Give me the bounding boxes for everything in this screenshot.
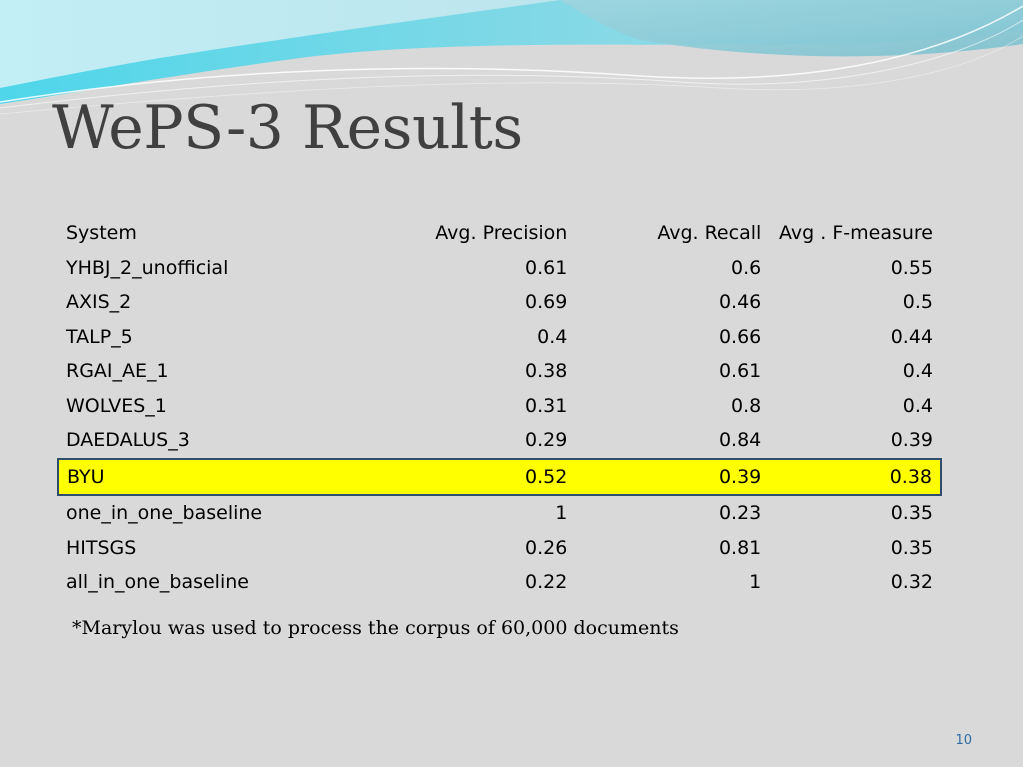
table-row: one_in_one_baseline 1 0.23 0.35 xyxy=(58,495,941,531)
cell-fmeasure: 0.32 xyxy=(890,571,933,594)
cell-recall: 0.6 xyxy=(731,256,762,279)
cell-precision: 0.29 xyxy=(525,429,568,452)
table-row: YHBJ_2_unofficial 0.61 0.6 0.55 xyxy=(58,251,941,286)
cell-recall: 0.46 xyxy=(718,291,762,314)
cell-system: TALP_5 xyxy=(66,325,133,348)
header-avg-fmeasure: Avg . F-measure xyxy=(779,222,933,245)
cell-recall: 0.84 xyxy=(718,429,762,452)
table-header-row: System Avg. Precision Avg. Recall Avg . … xyxy=(58,216,941,251)
cell-fmeasure: 0.4 xyxy=(902,360,933,383)
cell-recall: 1 xyxy=(749,571,762,594)
cell-recall: 0.81 xyxy=(718,536,762,559)
cell-fmeasure: 0.39 xyxy=(890,429,933,452)
cell-system: RGAI_AE_1 xyxy=(66,360,169,383)
cell-recall: 0.8 xyxy=(731,394,762,417)
cell-precision: 1 xyxy=(555,502,568,525)
cell-system: WOLVES_1 xyxy=(66,394,167,417)
cell-precision: 0.38 xyxy=(525,360,568,383)
cell-system: AXIS_2 xyxy=(66,291,132,314)
cell-system: one_in_one_baseline xyxy=(66,502,263,525)
cell-precision: 0.52 xyxy=(386,457,576,496)
table-row: WOLVES_1 0.31 0.8 0.4 xyxy=(58,389,941,424)
cell-system: DAEDALUS_3 xyxy=(66,429,190,452)
cell-recall: 0.61 xyxy=(718,360,762,383)
cell-fmeasure: 0.55 xyxy=(890,256,933,279)
cell-precision: 0.4 xyxy=(537,325,568,348)
table-row: all_in_one_baseline 0.22 1 0.32 xyxy=(58,565,941,600)
cell-recall: 0.23 xyxy=(718,502,762,525)
cell-fmeasure: 0.35 xyxy=(890,536,933,559)
header-avg-precision: Avg. Precision xyxy=(435,222,568,245)
table-row-highlighted-byu: BYU 0.52 0.39 0.38 xyxy=(56,457,942,496)
results-table: System Avg. Precision Avg. Recall Avg . … xyxy=(56,216,942,600)
cell-system: YHBJ_2_unofficial xyxy=(66,256,229,279)
table-row: DAEDALUS_3 0.29 0.84 0.39 xyxy=(58,423,941,459)
cell-system: all_in_one_baseline xyxy=(66,571,249,594)
slide-title: WePS-3 Results xyxy=(52,93,523,163)
table-row: HITSGS 0.26 0.81 0.35 xyxy=(58,531,941,566)
cell-fmeasure: 0.5 xyxy=(902,291,933,314)
table-row: TALP_5 0.4 0.66 0.44 xyxy=(58,320,941,355)
table-row: AXIS_2 0.69 0.46 0.5 xyxy=(58,285,941,320)
cell-system: BYU xyxy=(56,457,387,496)
cell-recall: 0.66 xyxy=(718,325,762,348)
header-avg-recall: Avg. Recall xyxy=(657,222,762,245)
footnote: *Marylou was used to process the corpus … xyxy=(72,617,679,639)
cell-system: HITSGS xyxy=(66,536,137,559)
cell-precision: 0.61 xyxy=(525,256,568,279)
wave-header-decoration xyxy=(0,0,1023,115)
table-row: RGAI_AE_1 0.38 0.61 0.4 xyxy=(58,354,941,389)
cell-recall: 0.39 xyxy=(575,457,770,496)
cell-precision: 0.69 xyxy=(525,291,568,314)
cell-precision: 0.26 xyxy=(525,536,568,559)
cell-fmeasure: 0.38 xyxy=(769,457,942,496)
cell-precision: 0.22 xyxy=(525,571,568,594)
header-system: System xyxy=(66,222,137,245)
cell-fmeasure: 0.35 xyxy=(890,502,933,525)
slide-number: 10 xyxy=(955,733,972,748)
cell-fmeasure: 0.4 xyxy=(902,394,933,417)
cell-precision: 0.31 xyxy=(525,394,568,417)
cell-fmeasure: 0.44 xyxy=(890,325,933,348)
